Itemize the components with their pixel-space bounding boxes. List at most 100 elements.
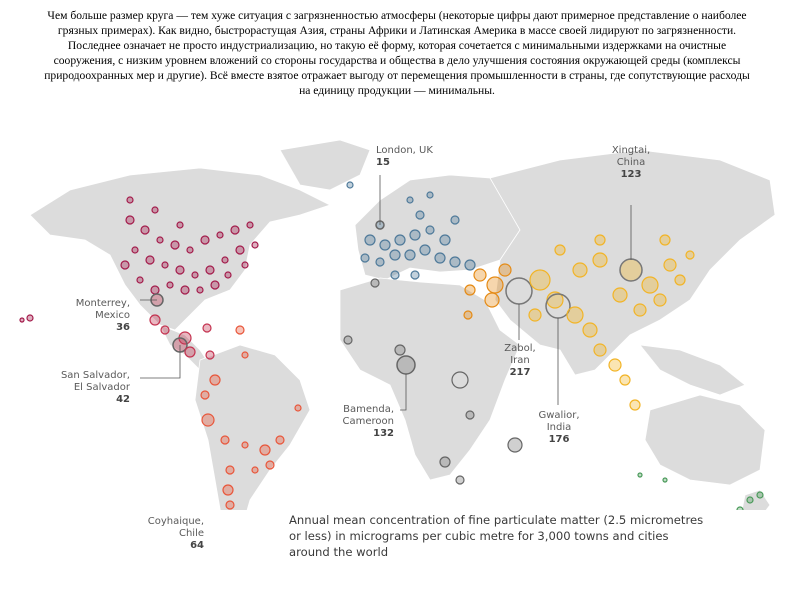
city-marker <box>637 472 643 478</box>
city-marker <box>529 269 551 291</box>
city-marker <box>389 249 401 261</box>
city-marker <box>612 287 628 303</box>
city-marker <box>120 260 130 270</box>
city-marker <box>241 261 249 269</box>
city-marker <box>455 475 465 485</box>
city-marker <box>653 293 667 307</box>
city-marker <box>346 181 354 189</box>
city-marker <box>225 465 235 475</box>
north-america-cities <box>19 196 259 323</box>
city-marker <box>294 404 302 412</box>
city-marker <box>180 285 190 295</box>
city-marker <box>176 221 184 229</box>
city-marker <box>572 262 588 278</box>
coyhaique-value: 64 <box>190 540 204 551</box>
city-marker <box>364 234 376 246</box>
city-marker <box>235 245 245 255</box>
coyhaique-label-2: Chile <box>178 528 204 539</box>
monterrey-label: Monterrey, <box>75 298 130 309</box>
city-marker <box>464 284 476 296</box>
oceania-cities <box>637 472 764 510</box>
city-marker <box>465 410 475 420</box>
city-marker <box>641 276 659 294</box>
city-marker <box>150 285 160 295</box>
city-marker <box>409 229 421 241</box>
city-marker <box>528 308 542 322</box>
city-marker <box>220 435 230 445</box>
city-marker <box>170 240 180 250</box>
city-marker <box>200 390 210 400</box>
city-marker <box>265 460 275 470</box>
city-marker <box>343 335 353 345</box>
monterrey-callout: Monterrey, Mexico 36 <box>60 298 130 334</box>
city-marker <box>19 317 25 323</box>
city-marker <box>608 358 622 372</box>
bamenda-label-2: Cameroon <box>342 416 394 427</box>
monterrey-value: 36 <box>116 322 130 333</box>
southeast-asia-land <box>639 344 746 396</box>
xingtai-label-2: China <box>616 157 646 168</box>
landmasses <box>29 139 776 510</box>
city-marker <box>419 244 431 256</box>
africa-cities <box>343 278 523 485</box>
london-label: London, UK <box>376 145 433 156</box>
south-america-cities <box>200 325 302 510</box>
city-marker <box>160 325 170 335</box>
bamenda-callout: Bamenda, Cameroon 132 <box>330 404 394 440</box>
city-marker <box>205 350 215 360</box>
city-marker <box>434 252 446 264</box>
coyhaique-label: Coyhaique, <box>147 516 204 527</box>
san-salvador-value: 42 <box>116 394 130 405</box>
city-marker <box>136 276 144 284</box>
city-marker <box>186 246 194 254</box>
city-marker <box>200 235 210 245</box>
south-america-land <box>194 344 311 510</box>
city-marker <box>404 249 416 261</box>
bamenda-marker <box>396 355 416 375</box>
city-marker <box>201 413 215 427</box>
coyhaique-callout: Coyhaique, Chile 64 <box>140 516 204 552</box>
city-marker <box>746 496 754 504</box>
zabol-callout: Zabol, Iran 217 <box>496 343 544 379</box>
city-marker <box>251 241 259 249</box>
city-marker <box>210 280 220 290</box>
xingtai-value: 123 <box>620 169 642 180</box>
city-marker <box>426 191 434 199</box>
map-caption: Annual mean concentration of fine partic… <box>289 513 704 559</box>
gwalior-value: 176 <box>548 434 570 445</box>
city-marker <box>275 435 285 445</box>
london-callout: London, UK 15 <box>376 145 433 169</box>
city-marker <box>224 271 232 279</box>
city-marker <box>554 244 566 256</box>
city-marker <box>225 500 235 510</box>
asia-cities <box>528 234 695 411</box>
bamenda-value: 132 <box>373 428 394 439</box>
city-marker <box>594 234 606 246</box>
city-marker <box>149 314 161 326</box>
city-marker <box>566 306 584 324</box>
world-map <box>19 139 776 510</box>
city-marker <box>633 303 647 317</box>
city-marker <box>151 206 159 214</box>
city-marker <box>450 215 460 225</box>
city-marker <box>674 274 686 286</box>
city-marker <box>629 399 641 411</box>
city-marker <box>582 322 598 338</box>
middle-east-cities <box>463 263 533 320</box>
city-marker <box>205 265 215 275</box>
city-marker <box>259 444 271 456</box>
city-marker <box>126 196 134 204</box>
bamenda-leader <box>400 374 407 411</box>
city-marker <box>145 255 155 265</box>
city-marker <box>379 239 391 251</box>
city-marker <box>464 259 476 271</box>
city-marker <box>473 268 487 282</box>
zabol-label: Zabol, <box>504 343 536 354</box>
bamenda-label: Bamenda, <box>343 404 394 415</box>
gwalior-label: Gwalior, <box>538 410 580 421</box>
city-marker <box>394 344 406 356</box>
gwalior-label-2: India <box>546 422 572 433</box>
city-marker <box>593 343 607 357</box>
zabol-label-2: Iran <box>510 355 530 366</box>
city-marker <box>156 236 164 244</box>
